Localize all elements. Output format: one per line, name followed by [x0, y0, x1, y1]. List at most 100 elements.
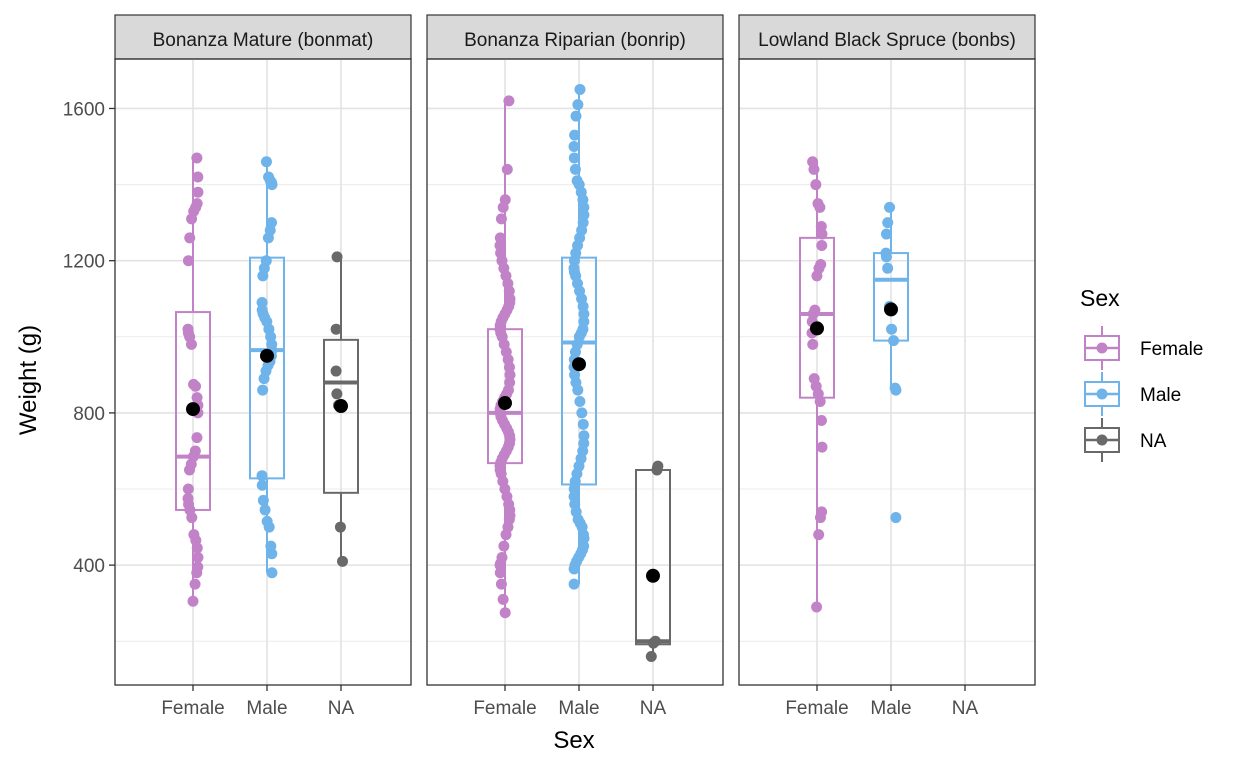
data-point — [880, 247, 892, 259]
panel-border — [738, 58, 1036, 686]
facet-strip-label: Bonanza Mature (bonmat) — [153, 30, 374, 51]
data-point — [494, 232, 506, 244]
data-point — [498, 540, 510, 552]
legend: Sex Female Male NA — [1080, 285, 1203, 462]
data-point — [331, 251, 343, 263]
group-na — [323, 251, 359, 567]
legend-item-label: Female — [1140, 339, 1203, 360]
facet-strip-label: Bonanza Riparian (bonrip) — [464, 30, 686, 51]
data-point — [816, 441, 828, 453]
facet-panels: Bonanza Mature (bonmat) Female Male NA Bonan… — [114, 14, 1036, 719]
data-point — [570, 110, 582, 122]
data-point — [182, 483, 194, 495]
data-point — [256, 297, 268, 309]
box — [323, 338, 359, 494]
data-point — [188, 378, 200, 390]
data-point — [645, 650, 657, 662]
data-point — [880, 228, 892, 240]
data-point — [334, 521, 346, 533]
data-point — [330, 365, 342, 377]
y-tick-label: 400 — [73, 556, 105, 577]
data-point — [188, 529, 200, 541]
data-point — [499, 607, 511, 619]
x-tick-label: NA — [328, 698, 355, 719]
mean-point — [646, 568, 660, 583]
data-point — [337, 555, 349, 567]
legend-item-label: Male — [1140, 385, 1181, 406]
data-point — [884, 201, 896, 213]
data-point — [888, 335, 900, 347]
data-point — [192, 171, 204, 183]
data-point — [191, 198, 203, 210]
facet-panel: Bonanza Mature (bonmat) Female Male NA — [114, 14, 412, 719]
data-point — [330, 323, 342, 335]
group-na — [635, 460, 671, 662]
data-point — [256, 479, 268, 491]
legend-key-point — [1096, 434, 1108, 446]
data-point — [882, 262, 894, 274]
facet-strip — [426, 14, 724, 60]
data-point — [257, 384, 269, 396]
y-tick-label: 1200 — [63, 252, 105, 273]
data-point — [497, 593, 509, 605]
x-tick-label: NA — [640, 698, 667, 719]
group-female — [175, 152, 211, 607]
legend-title: Sex — [1080, 285, 1120, 311]
data-point — [496, 552, 508, 564]
data-point — [574, 395, 586, 407]
panel-border — [426, 58, 724, 686]
data-point — [572, 99, 584, 111]
legend-key-point — [1096, 342, 1108, 354]
x-tick-label: Female — [161, 698, 224, 719]
data-point — [184, 232, 196, 244]
data-point — [816, 239, 828, 251]
data-point — [890, 512, 902, 524]
data-point — [182, 255, 194, 267]
data-point — [256, 470, 268, 482]
data-point — [256, 304, 268, 316]
data-point — [331, 388, 343, 400]
x-tick-label: NA — [952, 698, 979, 719]
data-point — [192, 552, 204, 564]
data-point — [816, 506, 828, 518]
data-point — [571, 175, 583, 187]
x-tick-label: Female — [473, 698, 536, 719]
data-point — [182, 323, 194, 335]
data-point — [503, 95, 515, 107]
data-point — [649, 635, 661, 647]
mean-point — [810, 321, 824, 336]
data-point — [260, 156, 272, 168]
data-point — [568, 152, 580, 164]
facet-panel: Bonanza Riparian (bonrip) Female Male NA — [426, 14, 724, 719]
data-point — [889, 382, 901, 394]
data-point — [261, 515, 273, 527]
mean-point — [334, 399, 348, 414]
data-point — [578, 209, 590, 221]
mean-point — [186, 402, 200, 417]
data-point — [191, 152, 203, 164]
mean-point — [572, 357, 586, 372]
data-point — [807, 338, 819, 350]
y-tick-label: 800 — [73, 404, 105, 425]
x-tick-label: Female — [785, 698, 848, 719]
data-point — [810, 179, 822, 191]
legend-item-male: Male — [1084, 372, 1181, 416]
data-point — [882, 217, 894, 229]
data-point — [189, 578, 201, 590]
data-point — [578, 316, 590, 328]
data-point — [569, 163, 581, 175]
data-point — [266, 567, 278, 579]
data-point — [266, 217, 278, 229]
data-point — [807, 156, 819, 168]
data-point — [812, 198, 824, 210]
data-point — [811, 601, 823, 613]
data-point — [263, 171, 275, 183]
data-point — [257, 494, 269, 506]
data-point — [815, 415, 827, 427]
data-point — [259, 504, 271, 516]
y-tick-label: 1600 — [63, 99, 105, 120]
data-point — [813, 529, 825, 541]
data-point — [191, 432, 203, 444]
x-tick-label: Male — [870, 698, 911, 719]
